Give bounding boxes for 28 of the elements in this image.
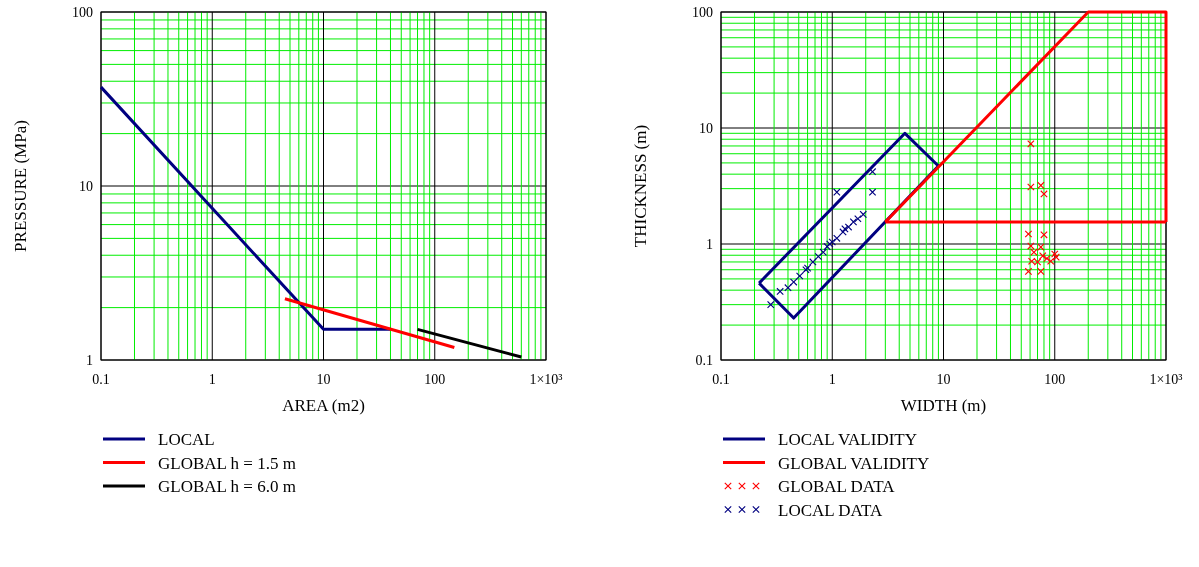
x-axis-title: AREA (m2) (282, 396, 365, 415)
y-tick-label: 100 (72, 5, 93, 20)
legend-label: LOCAL (158, 430, 215, 449)
legend-label: GLOBAL h = 6.0 m (158, 477, 296, 496)
legend-label: LOCAL VALIDITY (778, 430, 917, 449)
x-tick-label: 0.1 (92, 372, 110, 387)
y-tick-label: 1 (86, 353, 93, 368)
x-tick-label: 1×10³ (529, 372, 563, 387)
x-tick-label: 100 (1044, 372, 1066, 387)
x-tick-label: 10 (936, 372, 951, 387)
x-tick-label: 1 (208, 372, 216, 387)
legend-label: LOCAL DATA (778, 500, 883, 520)
x-tick-label: 0.1 (712, 372, 730, 387)
y-tick-label: 10 (79, 179, 93, 194)
y-axis-title: PRESSURE (MPa) (11, 120, 30, 252)
x-tick-label: 10 (316, 372, 331, 387)
legend-label: GLOBAL h = 1.5 m (158, 453, 296, 473)
x-axis-title: WIDTH (m) (900, 396, 987, 415)
y-tick-label: 1 (706, 237, 713, 252)
x-tick-label: 100 (424, 372, 446, 387)
x-tick-label: 1 (828, 372, 836, 387)
legend-label: GLOBAL VALIDITY (778, 453, 930, 473)
y-tick-label: 0.1 (695, 353, 713, 368)
y-axis-title: THICKNESS (m) (631, 124, 650, 248)
legend-label: GLOBAL DATA (778, 477, 896, 496)
y-tick-label: 10 (699, 121, 713, 136)
y-tick-label: 100 (692, 5, 713, 20)
x-tick-label: 1×10³ (1149, 372, 1183, 387)
